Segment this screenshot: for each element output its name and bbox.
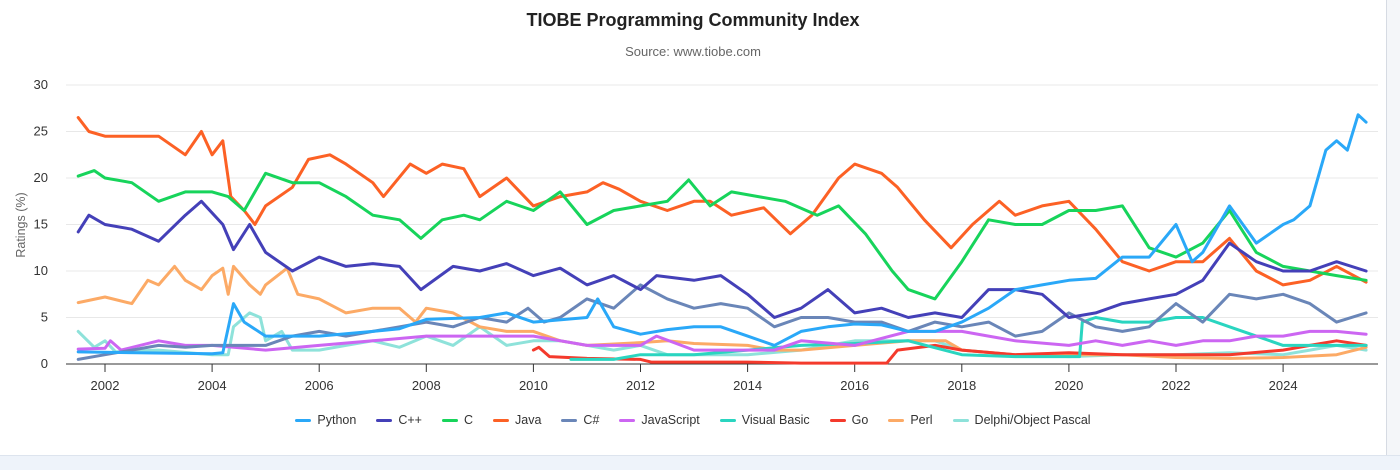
series-line-java (76, 116, 1368, 287)
x-tick-label: 2014 (733, 378, 762, 393)
line-chart: 0 5 10 15 20 25 30 2002 2004 2006 2008 2010 2012 2014… (14, 77, 1378, 393)
legend-item[interactable]: Go (829, 413, 869, 427)
legend-swatch (561, 418, 578, 422)
legend-swatch (952, 418, 969, 422)
x-tick-label: 2012 (626, 378, 655, 393)
x-tick-label: 2018 (947, 378, 976, 393)
legend-label: C# (583, 413, 600, 427)
legend-label: C (463, 413, 474, 427)
legend-item[interactable]: Python (295, 413, 356, 427)
x-tick-label: 2024 (1269, 378, 1298, 393)
y-axis-label: Ratings (%) (14, 192, 28, 257)
legend-label: Python (317, 413, 357, 427)
legend-label: Perl (910, 413, 933, 427)
y-tick-label: 5 (41, 310, 48, 325)
legend-swatch (441, 418, 458, 422)
legend-label: Go (851, 413, 869, 427)
legend-label: C++ (398, 413, 422, 427)
series-line-javascript (76, 329, 1368, 352)
legend-label: Visual Basic (741, 413, 810, 427)
legend-label: Java (515, 413, 542, 427)
legend-label: JavaScript (641, 413, 700, 427)
legend-item[interactable]: C (441, 413, 474, 427)
legend-item[interactable]: Visual Basic (719, 413, 810, 427)
y-tick-label: 20 (34, 170, 48, 185)
x-tick-label: 2004 (198, 378, 227, 393)
x-tick-label: 2016 (840, 378, 869, 393)
x-tick-label: 2010 (519, 378, 548, 393)
legend-swatch (829, 418, 846, 422)
legend-swatch (719, 418, 736, 422)
legend-item[interactable]: JavaScript (619, 413, 700, 427)
series-line-python (76, 113, 1368, 356)
legend-item[interactable]: C# (561, 413, 599, 427)
legend-swatch (493, 418, 510, 422)
chart-title: TIOBE Programming Community Index (526, 10, 860, 30)
y-tick-label: 30 (34, 77, 48, 92)
legend-swatch (376, 418, 393, 422)
page-footer-strip (0, 455, 1400, 470)
chart-subtitle: Source: www.tiobe.com (625, 44, 761, 59)
series-line-visual-basic (569, 316, 1368, 361)
legend-item[interactable]: Perl (888, 413, 933, 427)
legend-item[interactable]: Delphi/Object Pascal (952, 413, 1091, 427)
legend-swatch (888, 418, 905, 422)
legend-swatch (619, 418, 636, 422)
legend-swatch (295, 418, 312, 422)
series-line-c (76, 169, 1368, 301)
y-tick-label: 0 (41, 356, 48, 371)
series-line-c- (76, 199, 1368, 319)
y-tick-label: 25 (34, 124, 48, 139)
x-tick-label: 2002 (91, 378, 120, 393)
legend-item[interactable]: C++ (376, 413, 422, 427)
x-tick-label: 2006 (305, 378, 334, 393)
series-line-c- (76, 283, 1368, 361)
y-tick-label: 15 (34, 217, 48, 232)
x-tick-label: 2008 (412, 378, 441, 393)
chart-panel (1386, 0, 1387, 455)
y-tick-label: 10 (34, 263, 48, 278)
chart-legend: Python C++ C Java C# JavaScript Visual Basic Go… (0, 413, 1386, 427)
legend-item[interactable]: Java (493, 413, 541, 427)
scrollbar-track[interactable] (1387, 0, 1400, 455)
x-tick-label: 2020 (1054, 378, 1083, 393)
legend-label: Delphi/Object Pascal (974, 413, 1091, 427)
x-tick-label: 2022 (1162, 378, 1191, 393)
